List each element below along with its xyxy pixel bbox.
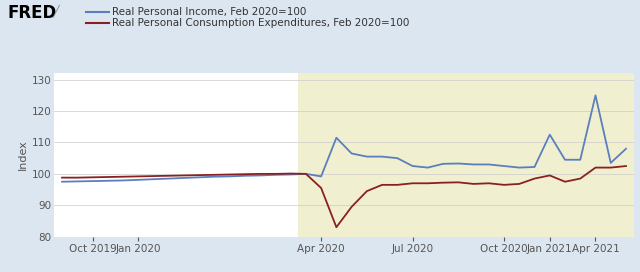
Text: ╱: ╱ [52,4,60,17]
Text: Real Personal Consumption Expenditures, Feb 2020=100: Real Personal Consumption Expenditures, … [112,18,410,28]
Bar [298,73,634,237]
Y-axis label: Index: Index [18,140,28,171]
Text: Real Personal Income, Feb 2020=100: Real Personal Income, Feb 2020=100 [112,7,307,17]
Text: FRED: FRED [8,4,57,22]
